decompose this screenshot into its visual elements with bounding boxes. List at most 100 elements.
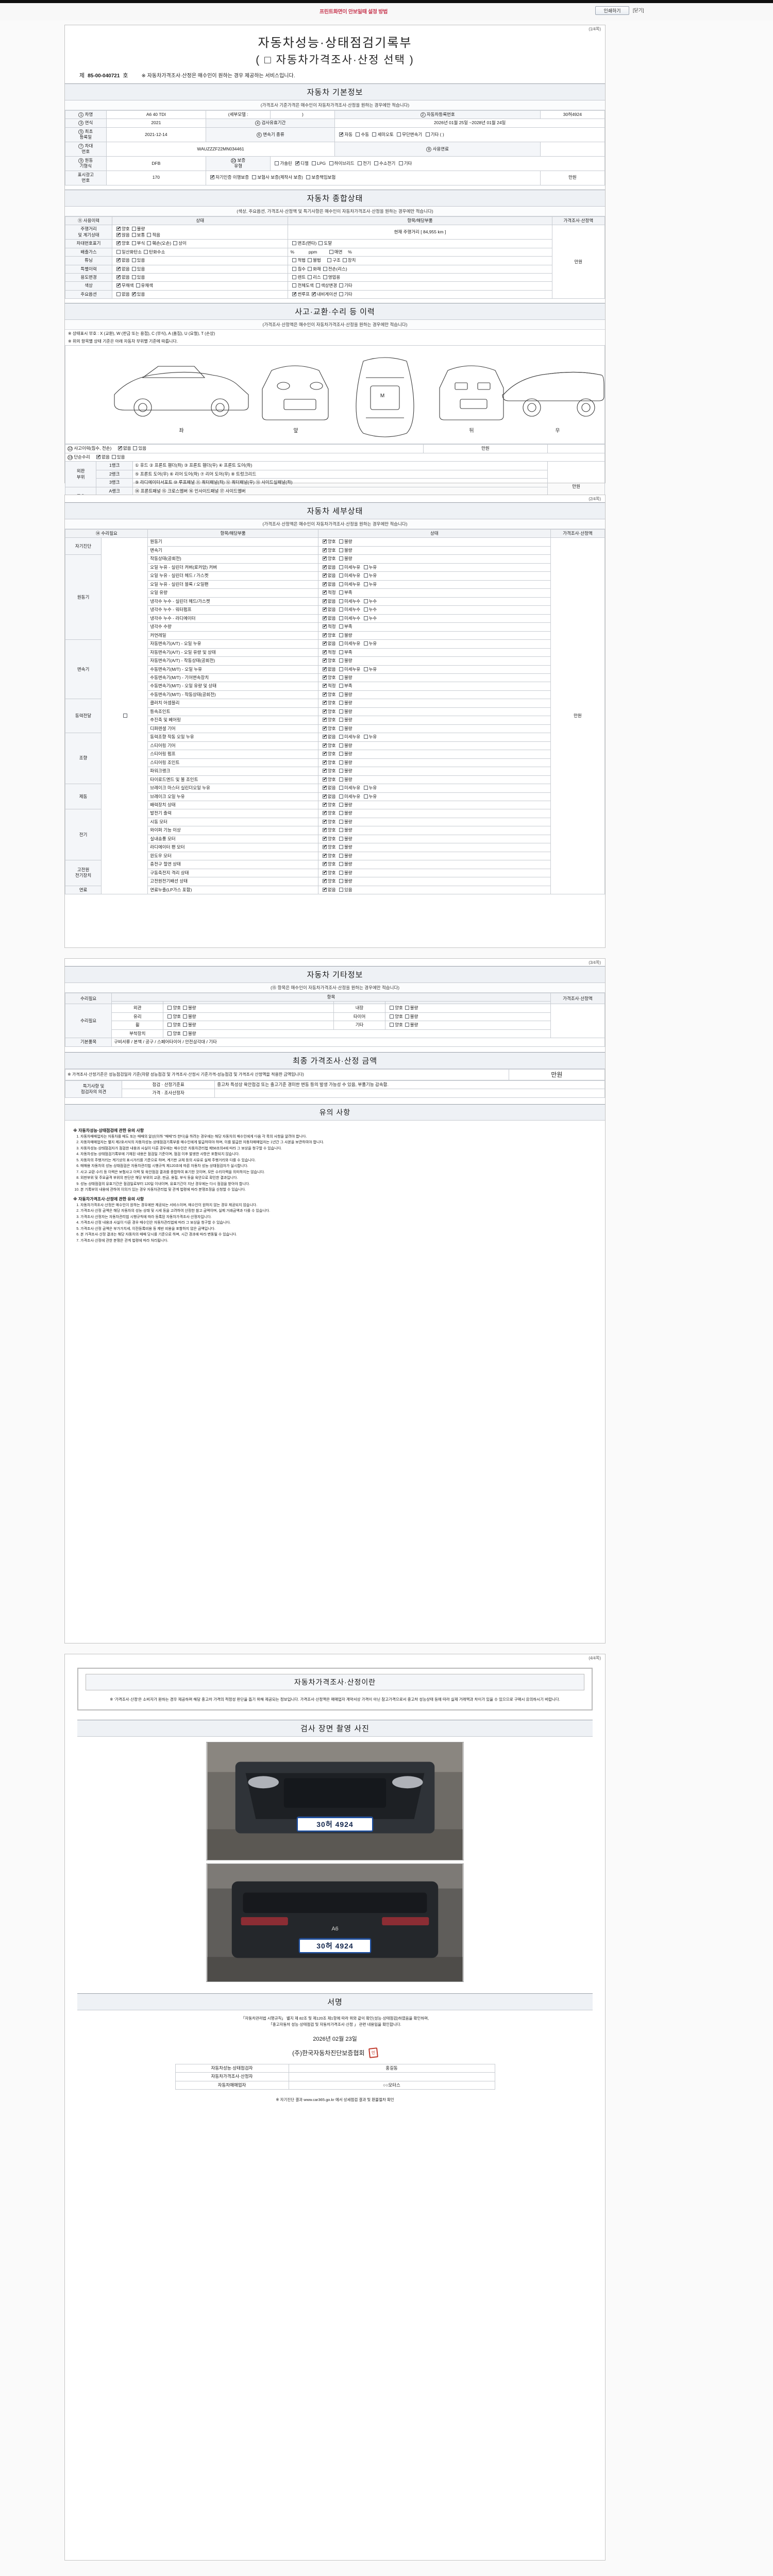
close-button[interactable]: [닫기] [633,8,644,13]
checkbox-4-3-0[interactable] [322,759,327,765]
checkbox-accident-none[interactable] [117,445,122,451]
checkbox-1-7-1[interactable] [339,616,343,620]
checkbox-4-5-0[interactable] [322,776,327,782]
checkbox-exterior-bad[interactable] [182,1006,187,1010]
checkbox-6-3-0[interactable] [322,835,327,841]
checkbox-5-1-0[interactable] [322,793,327,799]
checkbox-1-5-0[interactable] [322,598,327,604]
checkbox-2-6-1[interactable] [339,692,343,697]
checkbox-manual[interactable] [356,132,360,137]
checkbox-color-change[interactable] [315,283,320,288]
checkbox-4-4-1[interactable] [339,769,343,773]
checkbox-1-7-0[interactable] [322,615,327,621]
checkbox-tuning-device[interactable] [342,258,347,263]
checkbox-mileage-normal[interactable] [131,232,136,237]
checkbox-0-0-0[interactable] [322,538,327,545]
checkbox-1-8-0[interactable] [322,623,327,629]
checkbox-achromatic[interactable] [116,282,121,289]
checkbox-6-3-1[interactable] [339,836,343,841]
checkbox-diesel[interactable] [295,160,300,166]
checkbox-3-0-1[interactable] [339,701,343,705]
checkbox-6-2-1[interactable] [339,828,343,833]
checkbox-5-1-1[interactable] [339,794,343,799]
checkbox-attach-bad[interactable] [182,1031,187,1036]
checkbox-sunroof[interactable] [292,291,297,297]
checkbox-opt-yes[interactable] [131,291,136,297]
checkbox-tuning-illegal[interactable] [308,258,312,263]
checkbox-auto[interactable] [339,131,344,137]
checkbox-repair-yes[interactable] [111,454,116,459]
checkbox-2-3-2[interactable] [363,667,368,671]
checkbox-1-0-0[interactable] [322,555,327,562]
checkbox-lpg[interactable] [312,161,316,165]
checkbox-0-0-1[interactable] [339,539,343,544]
checkbox-vin-erase[interactable] [318,241,323,246]
checkbox-2-0-1[interactable] [339,641,343,646]
checkbox-7-2-0[interactable] [322,877,327,884]
checkbox-mileage-good[interactable] [116,225,121,231]
checkbox-lease[interactable] [308,275,312,279]
checkbox-5-0-2[interactable] [363,786,368,790]
checkbox-7-0-0[interactable] [322,860,327,867]
checkbox-4-0-1[interactable] [339,735,343,739]
checkbox-1-5-1[interactable] [339,599,343,603]
checkbox-3-3-0[interactable] [322,725,327,731]
checkbox-1-1-1[interactable] [339,565,343,569]
checkbox-navigation[interactable] [311,291,316,297]
checkbox-3-2-1[interactable] [339,718,343,722]
checkbox-6-1-0[interactable] [322,818,327,824]
checkbox-1-3-0[interactable] [322,581,327,587]
checkbox-6-1-1[interactable] [339,819,343,824]
checkbox-hydrogen[interactable] [374,161,379,165]
checkbox-cvt[interactable] [397,132,401,137]
checkbox-4-2-1[interactable] [339,752,343,756]
checkbox-2-0-2[interactable] [363,641,368,646]
checkbox-2-3-1[interactable] [339,667,343,671]
checkbox-use-yes[interactable] [131,275,136,279]
checkbox-2-4-1[interactable] [339,675,343,680]
checkbox-glass-good[interactable] [167,1014,172,1019]
checkbox-special-none[interactable] [116,265,121,272]
checkbox-insurer[interactable] [252,175,257,180]
checkbox-2-2-0[interactable] [322,657,327,663]
checkbox-7-1-1[interactable] [339,870,343,875]
checkbox-hc[interactable] [144,249,148,254]
checkbox-color-etc[interactable] [339,283,343,288]
checkbox-fuel-etc[interactable] [398,161,403,165]
checkbox-hybrid[interactable] [329,161,333,165]
checkbox-1-8-1[interactable] [339,624,343,629]
checkbox-6-5-0[interactable] [322,852,327,858]
checkbox-6-5-1[interactable] [339,853,343,858]
checkbox-1-6-1[interactable] [339,607,343,612]
checkbox-1-3-2[interactable] [363,582,368,586]
checkbox-4-4-0[interactable] [322,767,327,773]
checkbox-fire[interactable] [308,266,312,271]
checkbox-1-4-0[interactable] [322,589,327,595]
checkbox-use-none[interactable] [116,274,121,280]
checkbox-6-0-0[interactable] [322,809,327,816]
checkbox-1-1-2[interactable] [363,565,368,569]
checkbox-4-1-0[interactable] [322,742,327,748]
checkbox-3-1-1[interactable] [339,709,343,714]
checkbox-2-3-0[interactable] [322,666,327,672]
checkbox-tire-good[interactable] [390,1014,394,1019]
checkbox-gasoline[interactable] [275,161,279,165]
checkbox-2-1-0[interactable] [322,649,327,655]
checkbox-special-yes[interactable] [131,266,136,271]
checkbox-3-3-1[interactable] [339,726,343,731]
checkbox-0-1-1[interactable] [339,548,343,552]
checkbox-repair-overall[interactable] [123,714,127,718]
checkbox-7-2-1[interactable] [339,879,343,884]
checkbox-wheel-bad[interactable] [182,1023,187,1027]
checkbox-wheel-good[interactable] [167,1023,172,1027]
checkbox-vin-diff[interactable] [173,241,178,246]
checkbox-2-5-1[interactable] [339,684,343,688]
checkbox-rent[interactable] [292,275,297,279]
checkbox-5-2-1[interactable] [339,803,343,807]
checkbox-5-1-2[interactable] [363,794,368,799]
checkbox-4-0-0[interactable] [322,733,327,739]
checkbox-1-6-0[interactable] [322,606,327,612]
checkbox-7-0-1[interactable] [339,862,343,867]
checkbox-semiauto[interactable] [372,132,377,137]
checkbox-5-0-1[interactable] [339,786,343,790]
